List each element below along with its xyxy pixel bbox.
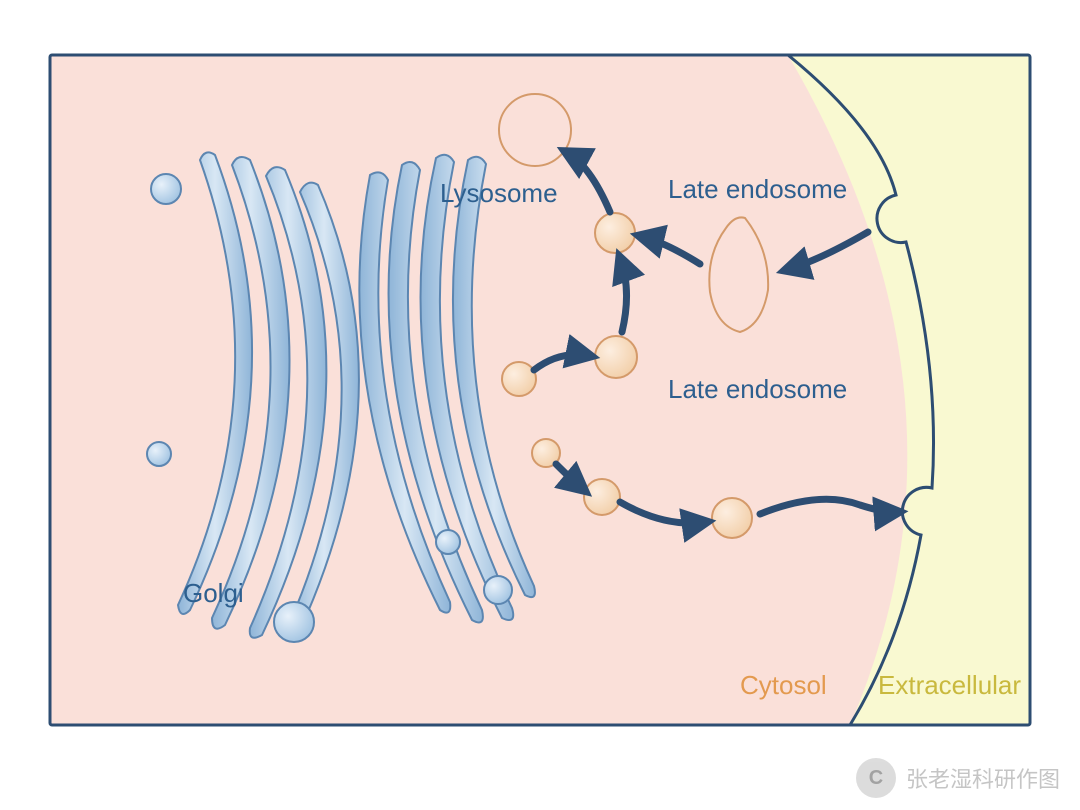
watermark: C 张老湿科研作图 <box>856 758 1060 798</box>
late-endosome-label-1: Late endosome <box>668 174 847 205</box>
watermark-text: 张老湿科研作图 <box>906 762 1060 794</box>
extracellular-label: Extracellular <box>878 670 1021 701</box>
watermark-icon: C <box>856 758 896 798</box>
golgi-label: Golgi <box>183 578 244 609</box>
cytosol-label: Cytosol <box>740 670 827 701</box>
lysosome-shape <box>499 94 571 166</box>
late-endosome-label-2: Late endosome <box>668 374 847 405</box>
lysosome-label: Lysosome <box>440 178 558 209</box>
